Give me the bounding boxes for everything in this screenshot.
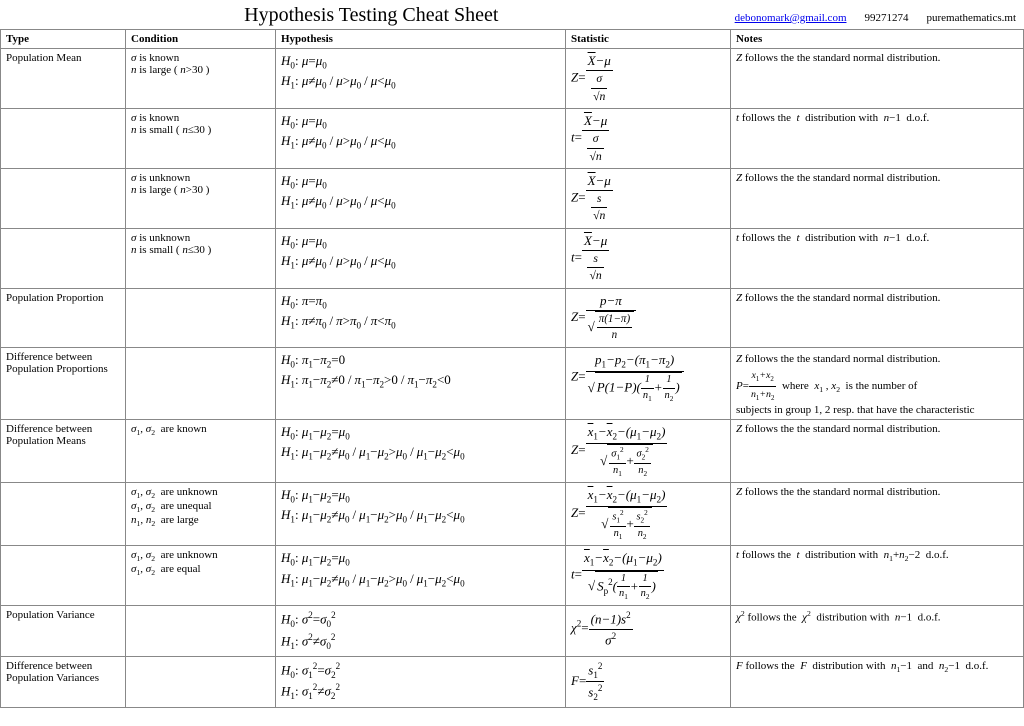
header-id: 99271274 (865, 12, 909, 24)
table-row: Difference between Population Variances H… (1, 656, 1024, 707)
statistic-cell: χ2=(n−1)s2σ2 (566, 606, 731, 656)
hypothesis-cell: H0: σ12=σ22H1: σ12≠σ22 (276, 656, 566, 707)
condition-cell (126, 347, 276, 419)
table-row: σ is unknownn is large ( n>30 )H0: μ=μ0H… (1, 168, 1024, 228)
table-row: Difference between Population Meansσ1, σ… (1, 419, 1024, 482)
type-cell: Population Variance (1, 606, 126, 656)
condition-cell: σ is unknownn is small ( n≤30 ) (126, 228, 276, 288)
table-row: σ is unknownn is small ( n≤30 )H0: μ=μ0H… (1, 228, 1024, 288)
type-cell: Difference between Population Proportion… (1, 347, 126, 419)
condition-cell: σ is knownn is small ( n≤30 ) (126, 108, 276, 168)
statistic-cell: Z=x1−x2−(μ1−μ2)σ12n1+σ22n2 (566, 419, 731, 482)
table-row: σ is knownn is small ( n≤30 )H0: μ=μ0H1:… (1, 108, 1024, 168)
header-meta: debonomark@gmail.com 99271274 puremathem… (735, 12, 1016, 24)
type-cell (1, 228, 126, 288)
hypothesis-cell: H0: μ1−μ2=μ0H1: μ1−μ2≠μ0/μ1−μ2>μ0/μ1−μ2<… (276, 546, 566, 606)
condition-cell: σ1, σ2 are known (126, 419, 276, 482)
table-row: σ1, σ2 are unknownσ1, σ2 are unequaln1, … (1, 482, 1024, 545)
statistic-cell: Z=p1−p2−(π1−π2)P(1−P)(1n1+1n2) (566, 347, 731, 419)
type-cell (1, 168, 126, 228)
condition-cell: σ1, σ2 are unknownσ1, σ2 are equal (126, 546, 276, 606)
notes-cell: Z follows the the standard normal distri… (731, 419, 1024, 482)
statistic-cell: Z=x1−x2−(μ1−μ2)s12n1+s22n2 (566, 482, 731, 545)
table-row: Population Proportion H0: π=π0H1: π≠π0/π>… (1, 288, 1024, 347)
hypothesis-cell: H0: μ1−μ2=μ0H1: μ1−μ2≠μ0/μ1−μ2>μ0/μ1−μ2<… (276, 482, 566, 545)
condition-cell (126, 288, 276, 347)
statistic-cell: Z=p−ππ(1−π)n (566, 288, 731, 347)
notes-cell: t follows the t distribution with n−1 d.… (731, 108, 1024, 168)
type-cell: Difference between Population Means (1, 419, 126, 482)
hypothesis-cell: H0: π=π0H1: π≠π0/π>π0/π<π0 (276, 288, 566, 347)
notes-cell: Z follows the the standard normal distri… (731, 288, 1024, 347)
header-site: puremathematics.mt (927, 12, 1017, 24)
notes-cell: Z follows the the standard normal distri… (731, 168, 1024, 228)
cheat-sheet-table: Type Condition Hypothesis Statistic Note… (0, 29, 1024, 708)
notes-cell: F follows the F distribution with n1−1 a… (731, 656, 1024, 707)
condition-cell (126, 606, 276, 656)
condition-cell: σ1, σ2 are unknownσ1, σ2 are unequaln1, … (126, 482, 276, 545)
col-statistic: Statistic (566, 30, 731, 49)
statistic-cell: F=s12s22 (566, 656, 731, 707)
table-row: Population VarianceH0: σ2=σ02H1: σ2≠σ02χ… (1, 606, 1024, 656)
col-type: Type (1, 30, 126, 49)
hypothesis-cell: H0: σ2=σ02H1: σ2≠σ02 (276, 606, 566, 656)
statistic-cell: Z=X−μσ√n (566, 49, 731, 109)
table-row: σ1, σ2 are unknownσ1, σ2 are equalH0: μ1… (1, 546, 1024, 606)
hypothesis-cell: H0: μ=μ0H1: μ≠μ0/μ>μ0/μ<μ0 (276, 108, 566, 168)
statistic-cell: Z=X−μs√n (566, 168, 731, 228)
condition-cell: σ is unknownn is large ( n>30 ) (126, 168, 276, 228)
col-notes: Notes (731, 30, 1024, 49)
type-cell: Population Mean (1, 49, 126, 109)
hypothesis-cell: H0: μ=μ0H1: μ≠μ0/μ>μ0/μ<μ0 (276, 228, 566, 288)
notes-cell: t follows the t distribution with n−1 d.… (731, 228, 1024, 288)
statistic-cell: t=X−μs√n (566, 228, 731, 288)
condition-cell (126, 656, 276, 707)
notes-cell: Z follows the the standard normal distri… (731, 347, 1024, 419)
condition-cell: σ is knownn is large ( n>30 ) (126, 49, 276, 109)
notes-cell: t follows the t distribution with n1+n2−… (731, 546, 1024, 606)
type-cell: Population Proportion (1, 288, 126, 347)
col-condition: Condition (126, 30, 276, 49)
hypothesis-cell: H0: π1−π2=0H1: π1−π2≠0/π1−π2>0/π1−π2<0 (276, 347, 566, 419)
type-cell (1, 108, 126, 168)
table-row: Difference between Population Proportion… (1, 347, 1024, 419)
statistic-cell: t=X−μσ√n (566, 108, 731, 168)
email-link[interactable]: debonomark@gmail.com (735, 12, 847, 24)
notes-cell: Z follows the the standard normal distri… (731, 49, 1024, 109)
table-row: Population Meanσ is knownn is large ( n>… (1, 49, 1024, 109)
col-hypothesis: Hypothesis (276, 30, 566, 49)
page-header: Hypothesis Testing Cheat Sheet debonomar… (0, 0, 1024, 29)
table-header-row: Type Condition Hypothesis Statistic Note… (1, 30, 1024, 49)
hypothesis-cell: H0: μ=μ0H1: μ≠μ0/μ>μ0/μ<μ0 (276, 49, 566, 109)
hypothesis-cell: H0: μ=μ0H1: μ≠μ0/μ>μ0/μ<μ0 (276, 168, 566, 228)
notes-cell: Z follows the the standard normal distri… (731, 482, 1024, 545)
notes-cell: χ2 follows the χ2 distribution with n−1 … (731, 606, 1024, 656)
type-cell: Difference between Population Variances (1, 656, 126, 707)
statistic-cell: t=x1−x2−(μ1−μ2)Sp2(1n1+1n2) (566, 546, 731, 606)
hypothesis-cell: H0: μ1−μ2=μ0H1: μ1−μ2≠μ0/μ1−μ2>μ0/μ1−μ2<… (276, 419, 566, 482)
type-cell (1, 546, 126, 606)
page-title: Hypothesis Testing Cheat Sheet (8, 4, 735, 27)
type-cell (1, 482, 126, 545)
